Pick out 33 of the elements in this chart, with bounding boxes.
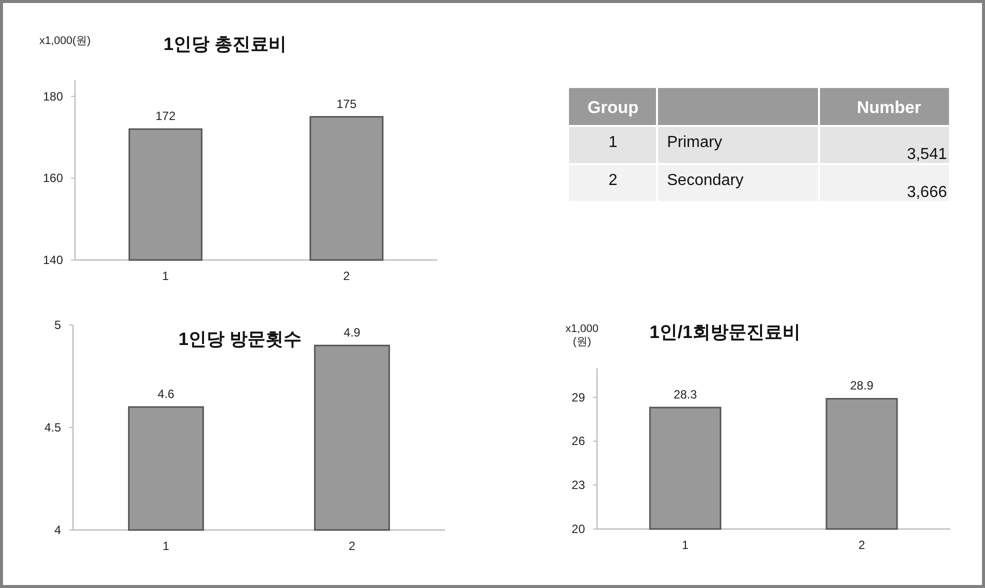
y-axis-title: x1,000(원) xyxy=(39,35,91,47)
text: 1 xyxy=(608,134,618,151)
data-label: 28.3 xyxy=(674,388,698,402)
text: Number xyxy=(856,98,922,117)
text: Secondary xyxy=(667,172,744,189)
data-label: 28.9 xyxy=(850,378,874,393)
text: 3,541 xyxy=(906,146,948,163)
chart-title: 1인/1회방문진료비 xyxy=(649,322,801,342)
y-tick-label: 160 xyxy=(42,171,64,186)
y-tick-label: 4.5 xyxy=(44,420,62,434)
data-label: 4.9 xyxy=(344,326,361,340)
chart-title: 1인당 총진료비 xyxy=(163,34,287,54)
data-label: 172 xyxy=(155,109,176,124)
text: 2 xyxy=(608,172,618,189)
y-tick-label: 26 xyxy=(572,434,586,448)
text: Group xyxy=(588,98,638,117)
y-tick-label: 4 xyxy=(54,523,62,537)
text: Primary xyxy=(667,134,722,151)
y-axis-title: x1,000 (원) xyxy=(565,323,599,348)
y-tick-label: 5 xyxy=(54,318,62,332)
y-tick-label: 140 xyxy=(42,253,64,267)
chart-title: 1인당 방문횟수 xyxy=(178,329,302,349)
x-tick-label: 2 xyxy=(348,539,356,553)
y-tick-label: 180 xyxy=(42,89,64,104)
y-tick-label: 23 xyxy=(572,478,586,492)
text: 3,666 xyxy=(906,184,948,201)
x-tick-label: 1 xyxy=(682,538,689,552)
y-tick-label: 29 xyxy=(572,390,586,404)
x-tick-label: 1 xyxy=(162,539,170,553)
data-label: 175 xyxy=(336,96,357,111)
x-tick-label: 2 xyxy=(858,538,866,552)
y-tick-label: 20 xyxy=(572,522,586,536)
data-label: 4.6 xyxy=(158,387,175,401)
